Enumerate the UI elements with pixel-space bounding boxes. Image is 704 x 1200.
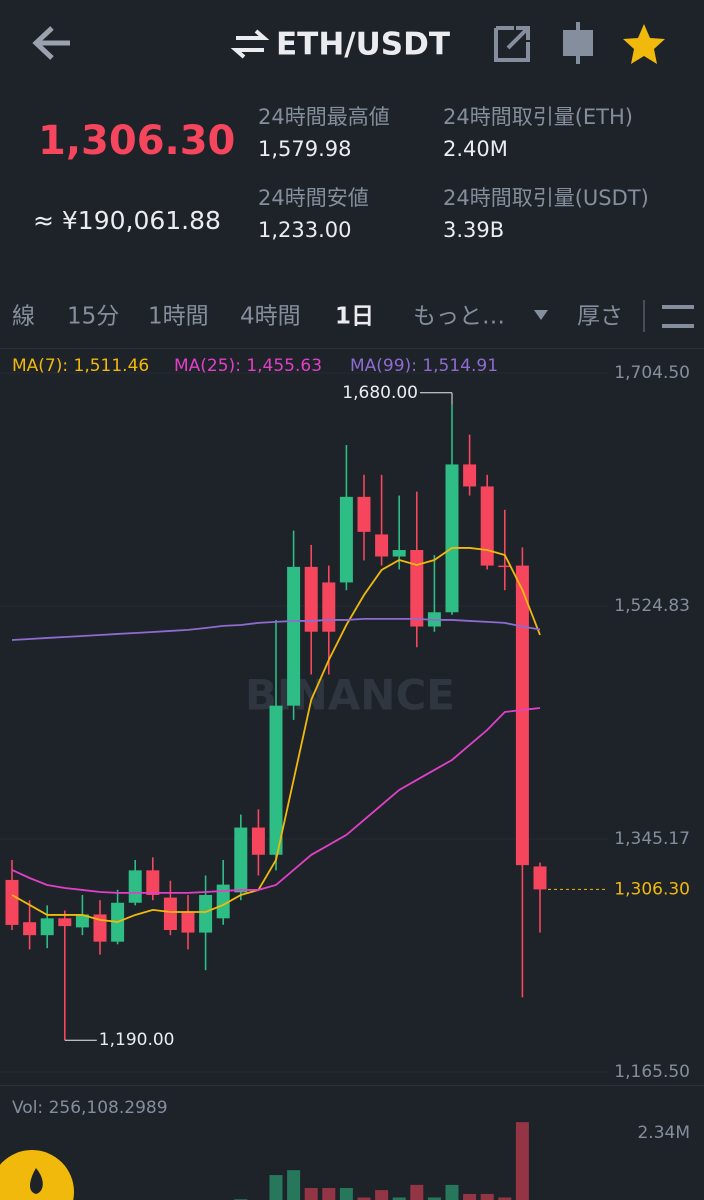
volume-bar xyxy=(463,1193,477,1200)
ma-line xyxy=(11,707,541,894)
candle-body xyxy=(234,827,248,893)
depth-tab[interactable]: 厚さ xyxy=(577,304,623,330)
volume-bar xyxy=(410,1184,424,1200)
last-price-label: 1,306.30 xyxy=(614,879,690,899)
legend-ma25: MA(25): 1,455.63 xyxy=(174,356,322,376)
candle-body xyxy=(163,897,177,930)
volume-bar xyxy=(515,1122,529,1200)
layout-icon[interactable] xyxy=(563,22,593,64)
volume-bar xyxy=(392,1197,406,1200)
candle-body xyxy=(480,486,494,566)
volume-bar xyxy=(269,1175,283,1200)
candle-body xyxy=(199,894,213,933)
stat-label: 24時間取引量(USDT) xyxy=(443,186,649,210)
y-tick-label: 1,165.50 xyxy=(614,1062,690,1082)
y-tick-label: 1,345.17 xyxy=(614,829,690,849)
dropdown-arrow[interactable] xyxy=(534,310,548,320)
legend-ma7: MA(7): 1,511.46 xyxy=(12,356,149,376)
y-tick-label: 1,524.83 xyxy=(614,596,690,616)
volume-bar xyxy=(339,1188,353,1200)
candle-body xyxy=(269,705,283,855)
volume-bar xyxy=(304,1188,318,1200)
divider xyxy=(0,1085,704,1086)
candle-body xyxy=(93,914,107,942)
interval-tab-active[interactable]: 1日 xyxy=(335,304,374,330)
interval-tab[interactable]: 線 xyxy=(12,304,35,330)
candle-body xyxy=(181,911,195,933)
stat-value: 1,233.00 xyxy=(258,218,352,242)
volume-bar xyxy=(322,1188,336,1200)
share-icon[interactable] xyxy=(494,26,530,62)
candle-body xyxy=(304,566,318,632)
candle-body xyxy=(515,565,529,866)
candle-body xyxy=(392,550,406,557)
stat-label: 24時間取引量(ETH) xyxy=(443,105,633,129)
high-label: 1,680.00 xyxy=(342,383,418,403)
candle-body xyxy=(251,827,265,855)
pair-title: ETH/USDT xyxy=(276,27,450,63)
candle-body xyxy=(357,496,371,532)
candle-body xyxy=(75,914,89,928)
volume-label: Vol: 256,108.2989 xyxy=(12,1098,168,1118)
swap-icon[interactable] xyxy=(230,29,270,59)
legend-ma99: MA(99): 1,514.91 xyxy=(350,356,498,376)
more-tab[interactable]: もっと… xyxy=(413,304,505,330)
volume-bar xyxy=(287,1170,301,1200)
volume-bar xyxy=(427,1197,441,1200)
candle-body xyxy=(463,464,477,487)
stat-value: 1,579.98 xyxy=(258,137,352,161)
candle-body xyxy=(40,918,54,936)
interval-tab[interactable]: 4時間 xyxy=(240,304,301,330)
fiat-price: ≈ ¥190,061.88 xyxy=(33,206,221,235)
candle-body xyxy=(375,534,389,557)
candle-body xyxy=(533,866,547,890)
volume-bar xyxy=(445,1184,459,1200)
low-label: 1,190.00 xyxy=(99,1030,175,1050)
favorite-star[interactable] xyxy=(623,24,665,64)
candle-body xyxy=(216,884,230,919)
stat-label: 24時間安値 xyxy=(258,186,369,210)
interval-tab[interactable]: 15分 xyxy=(67,304,119,330)
candle-body xyxy=(445,464,459,613)
plot: 1,704.50 1,524.83 1,345.17 1,165.50 2.34M 1,6… xyxy=(0,363,690,1200)
ma-line xyxy=(11,547,541,923)
candle-body xyxy=(287,566,301,706)
interval-tab[interactable]: 1時間 xyxy=(148,304,209,330)
candle-body xyxy=(146,870,160,895)
volume-bar xyxy=(375,1190,389,1200)
back-button[interactable] xyxy=(32,26,70,60)
stat-value: 3.39B xyxy=(443,218,504,242)
volume-tick-label: 2.34M xyxy=(637,1123,690,1143)
candle-body xyxy=(58,918,72,927)
candle-body xyxy=(23,922,37,936)
fire-icon xyxy=(30,1168,43,1194)
volume-bar xyxy=(498,1197,512,1200)
tab-separator xyxy=(643,300,645,332)
settings-icon[interactable] xyxy=(662,305,694,328)
stat-label: 24時間最高値 xyxy=(258,105,390,129)
candle-body xyxy=(322,582,336,632)
volume-bar xyxy=(480,1193,494,1200)
stat-value: 2.40M xyxy=(443,137,508,161)
candle-body xyxy=(339,496,353,583)
divider xyxy=(0,348,704,349)
y-tick-label: 1,704.50 xyxy=(614,363,690,383)
candle-body xyxy=(128,870,142,903)
candle-body xyxy=(5,879,19,925)
last-price: 1,306.30 xyxy=(38,118,235,164)
candle-body xyxy=(498,565,512,568)
candle-body xyxy=(410,550,424,627)
ma-line xyxy=(11,617,541,641)
volume-bar xyxy=(357,1197,371,1200)
